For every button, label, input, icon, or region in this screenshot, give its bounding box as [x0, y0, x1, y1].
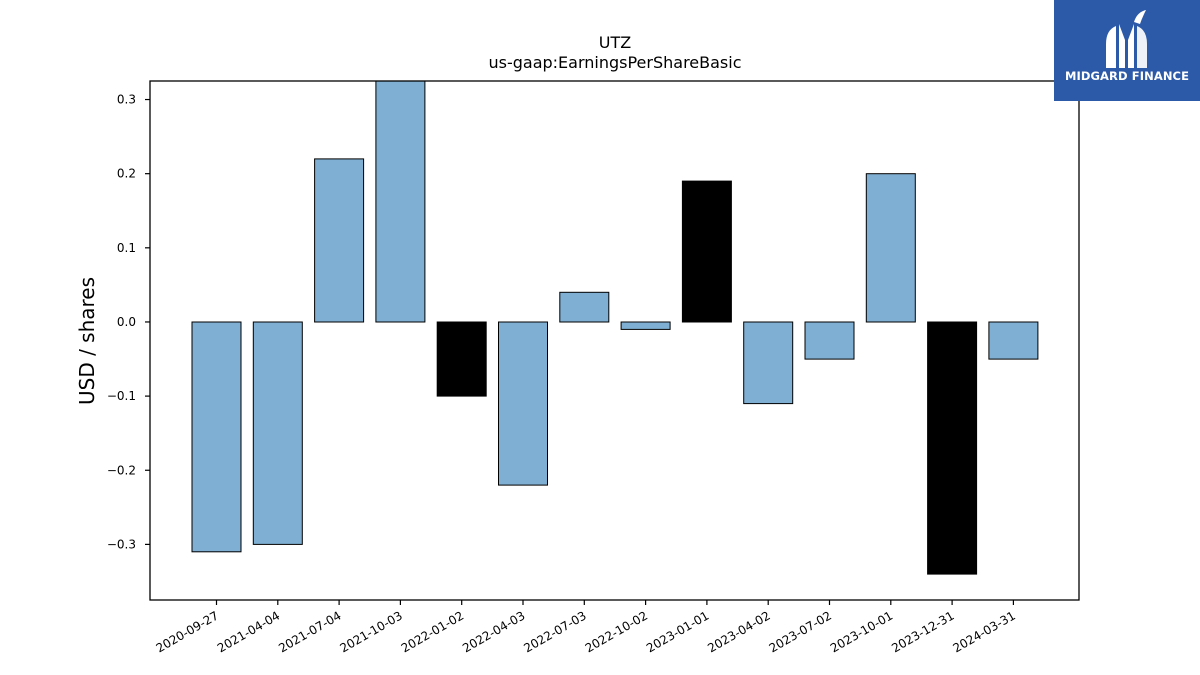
bar-2022-04-03 — [498, 321, 548, 486]
y-tick-label: −0.2 — [107, 463, 136, 477]
x-tick-label: 2023-12-31 — [889, 608, 956, 655]
x-tick-label: 2022-07-03 — [521, 608, 588, 655]
x-tick-label: 2022-04-03 — [460, 608, 527, 655]
bars-group — [191, 80, 1039, 575]
bar-2024-03-31 — [988, 321, 1039, 360]
brand-logo-text: MIDGARD FINANCE — [1064, 69, 1190, 83]
bar-2023-10-01 — [865, 173, 916, 323]
bar-2022-01-02 — [436, 321, 487, 397]
y-tick-label: 0.2 — [117, 167, 136, 181]
bar-2022-07-03 — [559, 291, 610, 323]
x-tick-label: 2023-01-01 — [644, 608, 711, 655]
bar-2021-10-03 — [375, 80, 426, 323]
y-tick-label: −0.1 — [107, 389, 136, 403]
bar-2023-12-31 — [927, 321, 978, 575]
midgard-logo-icon — [1106, 10, 1147, 68]
x-tick-label: 2021-04-04 — [215, 608, 282, 655]
y-tick-label: 0.1 — [117, 241, 136, 255]
x-tick-label: 2022-10-02 — [583, 608, 650, 655]
x-tick-label: 2023-07-02 — [767, 608, 834, 655]
x-tick-label: 2021-07-04 — [276, 608, 343, 655]
plot-frame — [149, 80, 1080, 601]
bar-2021-07-04 — [314, 158, 365, 323]
chart-subtitle: us-gaap:EarningsPerShareBasic — [488, 53, 741, 72]
x-tick-label: 2023-04-02 — [705, 608, 772, 655]
x-tick-label: 2021-10-03 — [337, 608, 404, 655]
y-tick-label: 0.3 — [117, 93, 136, 107]
bar-2021-04-04 — [252, 321, 303, 545]
x-tick-label: 2020-09-27 — [154, 608, 221, 655]
bar-2023-01-01 — [681, 180, 732, 323]
bar-2020-09-27 — [191, 321, 242, 553]
y-tick-label: −0.3 — [107, 537, 136, 551]
chart-title: UTZ — [599, 33, 631, 52]
brand-logo: MIDGARD FINANCE — [1054, 0, 1200, 101]
x-tick-label: 2022-01-02 — [399, 608, 466, 655]
x-tick-label: 2024-03-31 — [950, 608, 1017, 655]
bar-2022-10-02 — [620, 321, 671, 330]
y-tick-label: 0.0 — [117, 315, 136, 329]
y-axis-label: USD / shares — [75, 277, 99, 405]
bar-2023-07-02 — [804, 321, 855, 360]
y-ticks-group: −0.3 −0.2 −0.1 0.0 0.1 0.2 0.3 — [107, 93, 150, 551]
x-tick-label: 2023-10-01 — [828, 608, 895, 655]
bar-2023-04-02 — [743, 321, 794, 405]
x-ticks-group: 2020-09-272021-04-042021-07-042021-10-03… — [154, 600, 1018, 655]
